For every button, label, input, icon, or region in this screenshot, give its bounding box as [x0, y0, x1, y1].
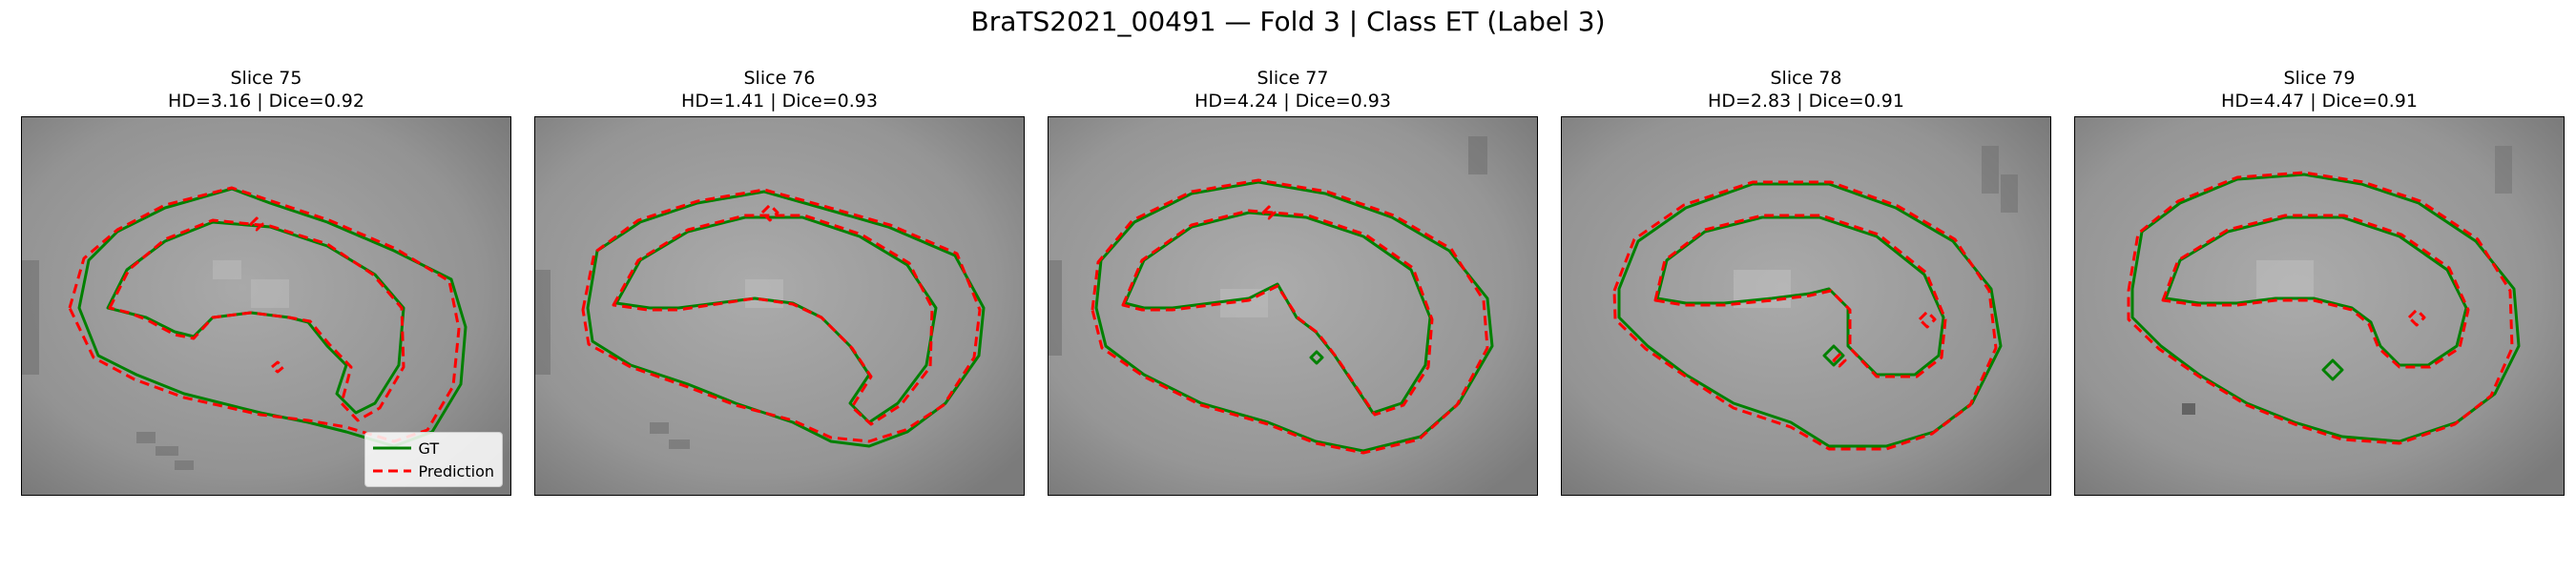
legend: GT Prediction — [364, 432, 503, 487]
mri-slice-canvas — [1049, 117, 1537, 495]
mri-slice-canvas — [22, 117, 510, 495]
metrics-label: HD=1.41 | Dice=0.93 — [681, 91, 878, 112]
solid-line-icon — [372, 446, 411, 450]
slice-panel-78: Slice 78 HD=2.83 | Dice=0.91 — [1561, 67, 2051, 496]
prediction-contour — [1091, 178, 1489, 455]
prediction-contour — [68, 186, 461, 443]
mri-slice-image: GT Prediction — [21, 116, 511, 496]
figure-title: BraTS2021_00491 — Fold 3 | Class ET (Lab… — [970, 6, 1606, 37]
metrics-label: HD=3.16 | Dice=0.92 — [168, 91, 364, 112]
slice-label: Slice 78 — [1770, 68, 1842, 89]
prediction-contour — [581, 188, 982, 443]
slice-label: Slice 76 — [743, 68, 816, 89]
slice-panel-76: Slice 76 HD=1.41 | Dice=0.93 — [534, 67, 1025, 496]
mri-slice-canvas — [535, 117, 1024, 495]
prediction-contour — [1612, 180, 1998, 451]
panel-title: Slice 79 HD=4.47 | Dice=0.91 — [2074, 67, 2565, 116]
legend-label: GT — [418, 439, 440, 458]
panel-title: Slice 77 HD=4.24 | Dice=0.93 — [1048, 67, 1538, 116]
slice-panel-75: Slice 75 HD=3.16 | Dice=0.92 — [21, 67, 511, 496]
slice-panel-79: Slice 79 HD=4.47 | Dice=0.91 — [2074, 67, 2565, 496]
panel-title: Slice 78 HD=2.83 | Dice=0.91 — [1561, 67, 2051, 116]
mri-slice-canvas — [2075, 117, 2564, 495]
panel-title: Slice 76 HD=1.41 | Dice=0.93 — [534, 67, 1025, 116]
prediction-contour — [2127, 171, 2514, 445]
slice-label: Slice 79 — [2283, 68, 2356, 89]
legend-label: Prediction — [418, 461, 494, 480]
metrics-label: HD=4.24 | Dice=0.93 — [1195, 91, 1391, 112]
slice-label: Slice 75 — [230, 68, 302, 89]
mri-slice-image — [534, 116, 1025, 496]
mri-slice-image — [1561, 116, 2051, 496]
legend-entry-gt: GT — [372, 437, 494, 460]
metrics-label: HD=2.83 | Dice=0.91 — [1708, 91, 1904, 112]
mri-slice-image — [1048, 116, 1538, 496]
legend-entry-prediction: Prediction — [372, 460, 494, 482]
slice-panel-77: Slice 77 HD=4.24 | Dice=0.93 — [1048, 67, 1538, 496]
dashed-line-icon — [372, 469, 411, 473]
ground-truth-contour — [2130, 173, 2521, 443]
panel-title: Slice 75 HD=3.16 | Dice=0.92 — [21, 67, 511, 116]
metrics-label: HD=4.47 | Dice=0.91 — [2221, 91, 2418, 112]
mri-slice-image — [2074, 116, 2565, 496]
mri-slice-canvas — [1562, 117, 2050, 495]
slice-label: Slice 77 — [1257, 68, 1329, 89]
